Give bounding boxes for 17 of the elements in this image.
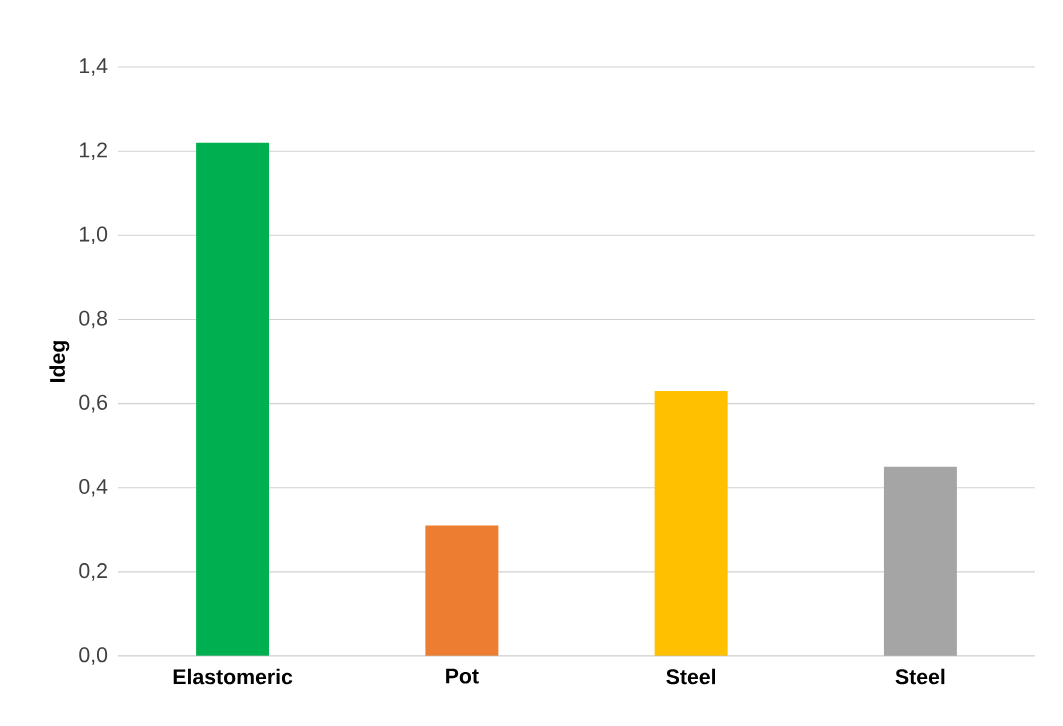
bar [196,142,270,657]
y-tick-label: 0,2 [79,563,107,581]
bar [883,466,957,657]
y-tick-label: 0,4 [79,478,108,497]
x-tick-label: Elastomeric [173,668,293,685]
bar [654,390,728,657]
y-tick-label: 0,6 [79,394,108,413]
y-tick-label: 0,0 [79,647,108,665]
y-tick-label: 0,8 [79,310,108,329]
y-tick-label: 1,4 [80,58,108,76]
y-tick-label: 1,2 [80,142,107,160]
bar [425,525,499,657]
y-axis-title: Ideg [49,341,70,382]
x-tick-label: Steel [666,668,716,685]
x-tick-label: Pot [446,668,479,684]
y-tick-label: 1,0 [80,226,108,245]
x-tick-label: Steel [895,668,945,685]
